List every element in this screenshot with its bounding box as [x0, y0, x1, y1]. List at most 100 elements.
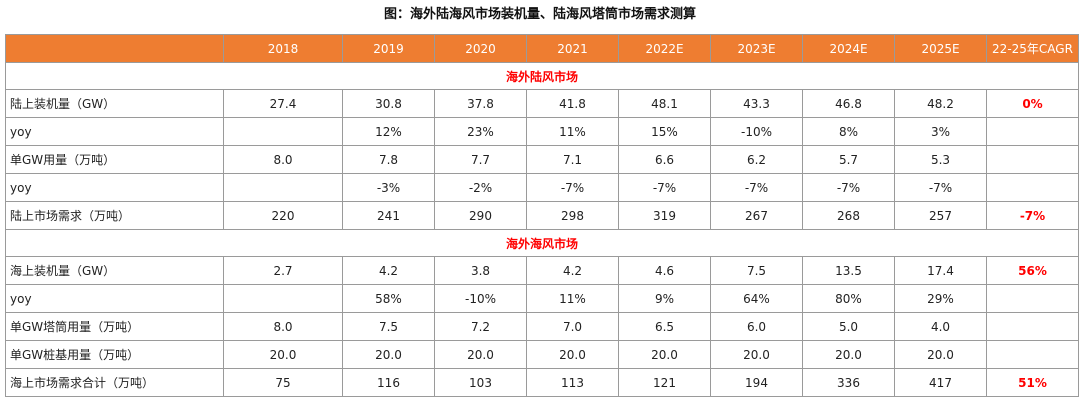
table-cell: 23%	[434, 117, 527, 146]
header-cell: 2025E	[894, 34, 987, 63]
table-cell: -7%	[802, 173, 895, 202]
cagr-cell: -7%	[986, 201, 1079, 230]
table-cell: 15%	[618, 117, 711, 146]
table-cell: 58%	[342, 284, 435, 313]
table-cell: -2%	[434, 173, 527, 202]
table-cell: 5.0	[802, 312, 895, 341]
section-title: 海外海风市场	[5, 229, 1079, 257]
table-row: 海上市场需求合计（万吨） 75 116 103 113 121 194 336 417 51%	[5, 368, 1079, 397]
table-cell: 4.6	[618, 256, 711, 285]
table-cell: 46.8	[802, 89, 895, 118]
row-label: yoy	[5, 117, 224, 146]
table-cell: 290	[434, 201, 527, 230]
table-cell: 121	[618, 368, 711, 397]
header-cell: 2022E	[618, 34, 711, 63]
header-cell: 2023E	[710, 34, 803, 63]
table-cell: 11%	[526, 117, 619, 146]
table-cell: 9%	[618, 284, 711, 313]
table-cell: 7.2	[434, 312, 527, 341]
table-cell	[223, 117, 343, 146]
table-row: 陆上市场需求（万吨） 220 241 290 298 319 267 268 257 -7%	[5, 201, 1079, 230]
table-cell: 20.0	[223, 340, 343, 369]
table-cell: 20.0	[894, 340, 987, 369]
table-cell: 4.2	[342, 256, 435, 285]
table-cell: 194	[710, 368, 803, 397]
cagr-cell	[986, 312, 1079, 341]
table-cell: 336	[802, 368, 895, 397]
table-cell: 37.8	[434, 89, 527, 118]
table-row: yoy -3% -2% -7% -7% -7% -7% -7%	[5, 173, 1079, 202]
table-cell: 319	[618, 201, 711, 230]
table-cell: 4.0	[894, 312, 987, 341]
table-cell: 103	[434, 368, 527, 397]
cagr-cell	[986, 145, 1079, 174]
table-cell: 43.3	[710, 89, 803, 118]
table-row: 陆上装机量（GW） 27.4 30.8 37.8 41.8 48.1 43.3 46.8 48.…	[5, 89, 1079, 118]
table-cell: 8.0	[223, 145, 343, 174]
table-cell: 2.7	[223, 256, 343, 285]
cagr-cell: 0%	[986, 89, 1079, 118]
table-cell: 75	[223, 368, 343, 397]
table-cell: -7%	[710, 173, 803, 202]
table-cell: 241	[342, 201, 435, 230]
table-cell: 30.8	[342, 89, 435, 118]
table-cell: -10%	[710, 117, 803, 146]
table-cell: 257	[894, 201, 987, 230]
table-cell: 5.3	[894, 145, 987, 174]
table-row: 单GW用量（万吨） 8.0 7.8 7.7 7.1 6.6 6.2 5.7 5.3	[5, 145, 1079, 174]
header-cell: 2024E	[802, 34, 895, 63]
table-cell: 417	[894, 368, 987, 397]
table-cell: 7.1	[526, 145, 619, 174]
table-cell: 7.5	[710, 256, 803, 285]
table-row: 海上装机量（GW） 2.7 4.2 3.8 4.2 4.6 7.5 13.5 17.4 56%	[5, 256, 1079, 285]
section-row: 海外海风市场	[5, 229, 1079, 257]
table-cell: 113	[526, 368, 619, 397]
table-cell: -3%	[342, 173, 435, 202]
header-cell-label	[5, 34, 224, 63]
table-cell: 20.0	[802, 340, 895, 369]
table-cell: 7.8	[342, 145, 435, 174]
table-cell: -7%	[618, 173, 711, 202]
cagr-cell	[986, 117, 1079, 146]
table-cell: 6.0	[710, 312, 803, 341]
cagr-cell: 56%	[986, 256, 1079, 285]
section-row: 海外陆风市场	[5, 62, 1079, 90]
row-label: 海上市场需求合计（万吨）	[5, 368, 224, 397]
table-cell: 80%	[802, 284, 895, 313]
row-label: yoy	[5, 173, 224, 202]
table-cell: 6.6	[618, 145, 711, 174]
row-label: 单GW塔筒用量（万吨）	[5, 312, 224, 341]
table-cell: 116	[342, 368, 435, 397]
table-cell: 41.8	[526, 89, 619, 118]
table-cell: 220	[223, 201, 343, 230]
cagr-cell	[986, 340, 1079, 369]
header-cell: 22-25年CAGR	[986, 34, 1079, 63]
table-cell: 11%	[526, 284, 619, 313]
section-title: 海外陆风市场	[5, 62, 1079, 90]
table-body: 海外陆风市场 陆上装机量（GW） 27.4 30.8 37.8 41.8 48.1 43.3 4…	[5, 62, 1079, 397]
table-cell: 267	[710, 201, 803, 230]
table-cell: 8%	[802, 117, 895, 146]
table-row: yoy 12% 23% 11% 15% -10% 8% 3%	[5, 117, 1079, 146]
header-cell: 2020	[434, 34, 527, 63]
header-cell: 2019	[342, 34, 435, 63]
row-label: 陆上装机量（GW）	[5, 89, 224, 118]
forecast-table: 2018 2019 2020 2021 2022E 2023E 2024E 2025E 22-2…	[5, 34, 1079, 397]
table-cell: 5.7	[802, 145, 895, 174]
table-cell: -7%	[894, 173, 987, 202]
table-cell: 64%	[710, 284, 803, 313]
table-cell	[223, 173, 343, 202]
table-cell: 6.5	[618, 312, 711, 341]
table-cell: 3.8	[434, 256, 527, 285]
table-cell	[223, 284, 343, 313]
cagr-cell: 51%	[986, 368, 1079, 397]
table-cell: 298	[526, 201, 619, 230]
row-label: 单GW桩基用量（万吨）	[5, 340, 224, 369]
header-row: 2018 2019 2020 2021 2022E 2023E 2024E 2025E 22-2…	[5, 34, 1079, 63]
table-cell: 3%	[894, 117, 987, 146]
table-cell: 20.0	[434, 340, 527, 369]
table-cell: 20.0	[526, 340, 619, 369]
table-cell: 7.7	[434, 145, 527, 174]
row-label: yoy	[5, 284, 224, 313]
table-cell: -7%	[526, 173, 619, 202]
